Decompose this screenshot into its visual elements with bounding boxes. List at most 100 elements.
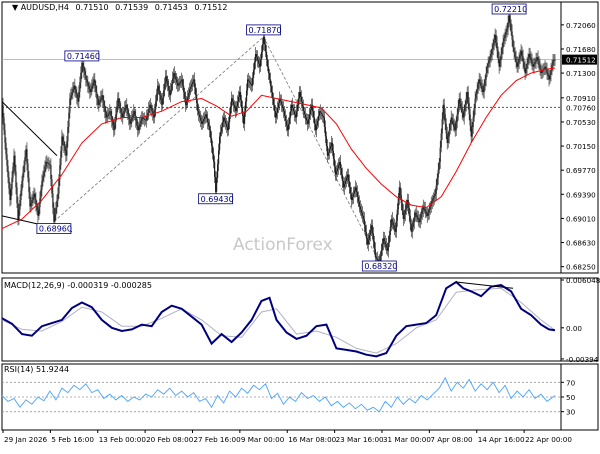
candle-body — [74, 85, 76, 90]
candle-body — [460, 103, 462, 108]
candle-body — [98, 102, 100, 105]
candle-body — [54, 214, 56, 222]
candle-body — [457, 106, 459, 115]
candle-body — [173, 73, 175, 79]
candle-body — [205, 114, 207, 117]
candle-body — [129, 119, 131, 124]
candle-body — [283, 111, 286, 116]
candle-body — [275, 112, 278, 118]
candle-body — [304, 114, 307, 118]
candle-body — [281, 104, 284, 108]
candle-body — [467, 92, 469, 104]
candle-body — [96, 92, 98, 99]
candle-body — [357, 196, 359, 202]
candle-body — [140, 120, 142, 124]
candle-body — [361, 212, 363, 216]
candle-body — [105, 111, 107, 118]
candle-body — [377, 259, 379, 261]
candle-body — [216, 177, 218, 192]
candle-body — [4, 130, 6, 143]
candle-body — [401, 203, 403, 212]
candle-body — [159, 90, 161, 96]
candle-body — [260, 51, 263, 60]
candle-body — [193, 79, 195, 82]
candle-body — [316, 120, 319, 126]
candle-body — [198, 111, 200, 115]
candle-body — [429, 206, 431, 210]
candle-body — [493, 39, 495, 45]
candle-body — [265, 51, 268, 60]
candle-body — [118, 98, 120, 104]
candle-body — [446, 133, 448, 143]
candle-body — [542, 69, 544, 72]
candle-body — [232, 101, 235, 105]
candle-body — [551, 65, 553, 70]
date-tick-label: 16 Mar 08:00 — [288, 435, 336, 444]
candle-body — [494, 35, 496, 40]
candle-body — [155, 101, 157, 110]
candle-body — [302, 106, 305, 112]
candle-body — [456, 114, 458, 123]
candle-body — [300, 96, 303, 102]
candle-body — [487, 63, 489, 67]
candle-body — [20, 190, 22, 201]
candle-body — [32, 196, 34, 201]
candle-body — [244, 101, 247, 113]
candle-body — [478, 79, 480, 85]
candle-body — [277, 103, 280, 108]
candle-body — [539, 65, 541, 70]
candle-body — [30, 203, 32, 207]
candle-body — [398, 187, 400, 199]
candle-body — [228, 114, 231, 123]
candle-body — [261, 44, 264, 52]
candle-body — [106, 115, 108, 118]
candle-body — [79, 82, 81, 92]
candle-body — [48, 163, 50, 165]
candle-body — [452, 120, 454, 124]
candle-body — [354, 187, 356, 191]
candle-body — [333, 158, 336, 167]
candle-body — [137, 125, 139, 131]
candle-body — [520, 50, 522, 55]
candle-body — [448, 130, 450, 137]
candle-body — [504, 35, 506, 39]
candle-body — [68, 112, 70, 128]
candle-body — [109, 111, 111, 113]
candle-body — [273, 104, 276, 112]
candle-body — [253, 61, 256, 70]
candle-body — [124, 107, 126, 112]
candle-body — [450, 117, 452, 124]
date-tick-label: 5 Feb 16:00 — [51, 435, 94, 444]
candle-body — [188, 92, 190, 97]
candle-body — [164, 83, 166, 91]
candle-body — [100, 97, 102, 101]
candle-body — [339, 161, 341, 169]
candle-body — [318, 111, 321, 116]
candle-body — [546, 69, 548, 74]
candle-body — [36, 204, 38, 211]
candle-body — [463, 111, 465, 118]
candle-body — [352, 193, 354, 197]
candle-body — [319, 111, 322, 113]
candle-body — [548, 76, 550, 80]
candle-body — [135, 115, 137, 121]
candle-body — [503, 38, 505, 42]
candle-body — [171, 84, 173, 90]
candle-body — [496, 42, 498, 51]
ohlc-low: 0.71453 — [155, 3, 188, 12]
candle-body — [72, 88, 74, 93]
candle-body — [488, 60, 490, 64]
price-tick-label: 0.71680 — [566, 45, 596, 54]
candle-body — [438, 161, 440, 170]
candle-body — [85, 75, 87, 80]
candle-body — [108, 112, 110, 115]
candle-body — [185, 98, 187, 105]
candle-body — [356, 192, 358, 197]
candle-body — [345, 177, 347, 181]
candle-body — [10, 188, 12, 201]
candle-body — [274, 111, 277, 118]
candle-body — [220, 131, 222, 137]
candle-body — [230, 98, 233, 107]
candle-body — [240, 100, 243, 108]
